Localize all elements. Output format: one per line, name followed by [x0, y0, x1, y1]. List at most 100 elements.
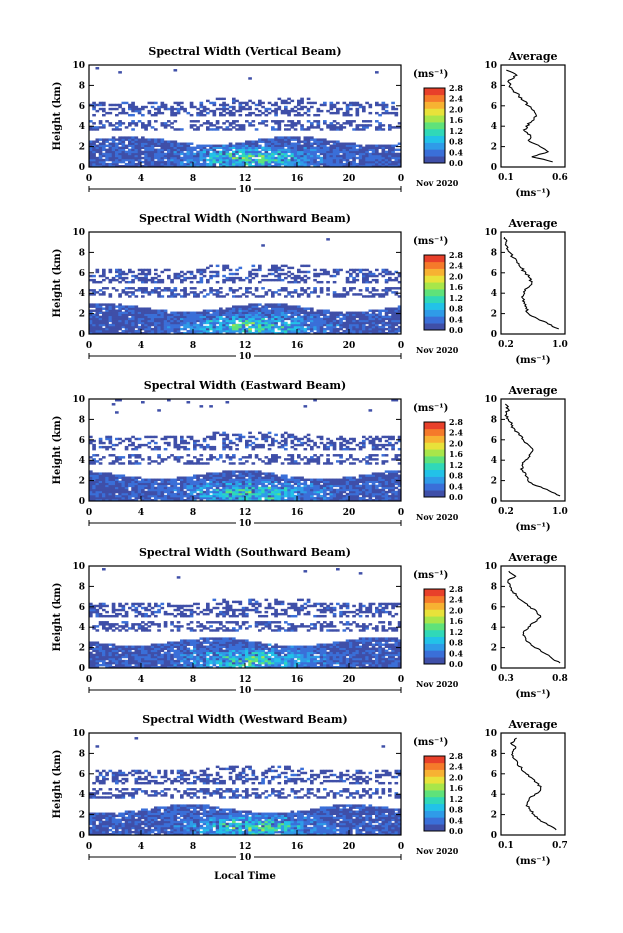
heatmap-cell [128, 318, 132, 320]
heatmap-cell [245, 114, 249, 116]
heatmap-cell [164, 310, 168, 312]
heatmap-cell [284, 106, 288, 108]
heatmap-cell [229, 456, 233, 458]
heatmap-cell [122, 305, 126, 307]
heatmap-cell [372, 279, 376, 281]
heatmap-cell [112, 108, 116, 110]
heatmap-cell [372, 310, 376, 312]
heatmap-cell [349, 120, 353, 122]
heatmap-cell [336, 140, 340, 142]
colorbar-tick-label: 2.4 [449, 94, 463, 104]
heatmap-cell [369, 291, 373, 293]
heatmap-cell [391, 126, 395, 128]
heatmap-cell [369, 145, 373, 147]
heatmap-cell [232, 112, 236, 114]
heatmap-cell [362, 120, 366, 122]
heatmap-cell [271, 120, 275, 122]
heatmap-cell [219, 287, 223, 289]
heatmap-cell [187, 493, 191, 495]
colorbar-unit: (ms⁻¹) [413, 236, 448, 247]
heatmap-cell [378, 114, 382, 116]
heatmap-cell [261, 102, 265, 104]
heatmap-cell [235, 448, 239, 450]
heatmap-cell [135, 477, 139, 479]
heatmap-cell [187, 454, 191, 456]
heatmap-cell [343, 293, 347, 295]
heatmap-cell [226, 454, 230, 456]
heatmap-cell [343, 314, 347, 316]
heatmap-cell [138, 287, 142, 289]
heatmap-cell [317, 120, 321, 122]
heatmap-cell [343, 163, 347, 165]
heatmap-cell [369, 314, 373, 316]
heatmap-cell [297, 305, 301, 307]
heatmap-cell [187, 271, 191, 273]
heatmap-cell [281, 462, 285, 464]
heatmap-cell [219, 151, 223, 153]
heatmap-cell [265, 114, 269, 116]
heatmap-cell [222, 310, 226, 312]
heatmap-cell [281, 136, 285, 138]
heatmap-cell [164, 448, 168, 450]
heatmap-cell [300, 477, 304, 479]
heatmap-cell [362, 147, 366, 149]
heatmap-cell [131, 454, 135, 456]
heatmap-cell [216, 271, 220, 273]
heatmap-cell [346, 312, 350, 314]
heatmap-cell [291, 100, 295, 102]
heatmap-cell [375, 454, 379, 456]
heatmap-cell [375, 120, 379, 122]
heatmap-cell [206, 100, 210, 102]
heatmap-cell [300, 483, 304, 485]
y-axis-label: Height (km) [52, 249, 63, 318]
heatmap-cell [274, 279, 278, 281]
heatmap-cell [177, 293, 181, 295]
heatmap-cell [307, 293, 311, 295]
heatmap-cell [258, 265, 262, 267]
heatmap-cell [356, 320, 360, 322]
heatmap-cell [232, 145, 236, 147]
heatmap-cell [255, 269, 259, 271]
heatmap-cell [128, 295, 132, 297]
heatmap-cell [261, 460, 265, 462]
heatmap-cell [362, 458, 366, 460]
heatmap-cell [96, 110, 100, 112]
heatmap-cell [281, 265, 285, 267]
heatmap-cell [339, 108, 343, 110]
heatmap-cell [125, 112, 129, 114]
heatmap-cell [336, 320, 340, 322]
heatmap-cell [102, 159, 106, 161]
heatmap-cell [141, 277, 145, 279]
heatmap-cell [284, 448, 288, 450]
heatmap-cell [252, 124, 256, 126]
heatmap-cell [183, 143, 187, 145]
heatmap-cell [336, 108, 340, 110]
heatmap-cell [281, 287, 285, 289]
heatmap-cell [128, 491, 132, 493]
heatmap-cell [333, 291, 337, 293]
heatmap-cell [122, 122, 126, 124]
heatmap-cell [307, 102, 311, 104]
heatmap-cell [144, 138, 148, 140]
heatmap-cell [128, 136, 132, 138]
heatmap-cell [102, 328, 106, 330]
heatmap-cell [252, 265, 256, 267]
heatmap-cell [313, 147, 317, 149]
heatmap-cell [320, 287, 324, 289]
heatmap-cell [229, 128, 233, 130]
heatmap-cell [356, 149, 360, 151]
heatmap-cell [200, 291, 204, 293]
heatmap-cell [135, 163, 139, 165]
heatmap-cell [385, 460, 389, 462]
heatmap-cell [343, 448, 347, 450]
heatmap-cell [96, 104, 100, 106]
heatmap-cell [287, 316, 291, 318]
heatmap-cell [229, 307, 233, 309]
heatmap-cell [102, 291, 106, 293]
heatmap-cell [239, 143, 243, 145]
heatmap-cell [326, 479, 330, 481]
heatmap-cell [252, 102, 256, 104]
heatmap-cell [154, 128, 158, 130]
heatmap-cell [359, 312, 363, 314]
